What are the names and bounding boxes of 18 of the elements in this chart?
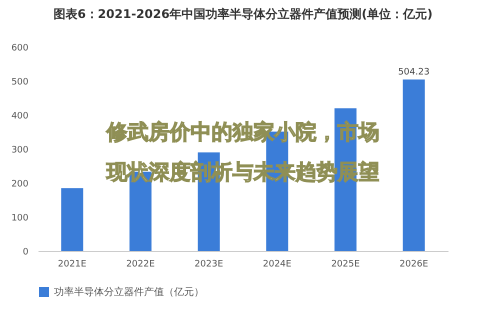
data-label: 504.23 — [398, 68, 430, 78]
chart-title: 图表6：2021-2026年中国功率半导体分立器件产值预测(单位：亿元) — [53, 7, 433, 21]
y-tick-label: 300 — [11, 146, 29, 156]
x-tick-label: 2021E — [58, 260, 87, 270]
y-tick-label: 100 — [11, 214, 29, 224]
bar — [402, 80, 425, 251]
y-tick-label: 500 — [11, 78, 29, 88]
bar — [61, 188, 84, 251]
y-tick-label: 200 — [11, 180, 29, 190]
x-tick-label: 2025E — [331, 260, 360, 270]
x-tick-label: 2022E — [126, 260, 156, 270]
x-tick-label: 2026E — [400, 260, 428, 270]
y-tick-label: 600 — [11, 44, 29, 54]
legend-label: 功率半导体分立器件产值（亿元） — [54, 286, 204, 298]
x-tick-label: 2024E — [262, 260, 292, 270]
y-tick-label: 400 — [11, 112, 29, 122]
x-tick-label: 2023E — [194, 260, 224, 270]
y-tick-label: 0 — [22, 248, 29, 258]
